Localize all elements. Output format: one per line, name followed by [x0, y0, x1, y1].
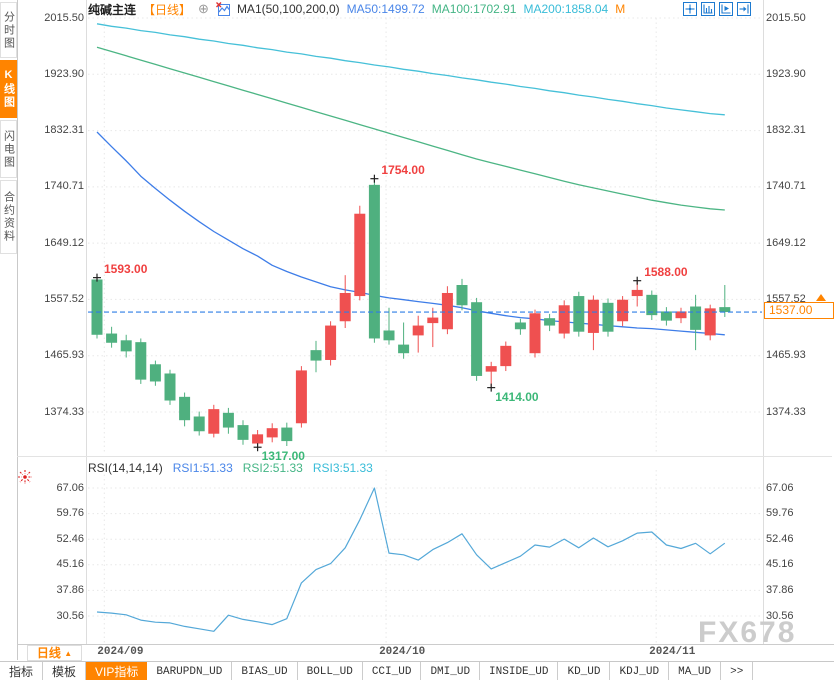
sidebar-tab-timeshare[interactable]: 分时图	[0, 2, 17, 58]
current-price-badge: 1537.00	[764, 302, 834, 319]
candle[interactable]	[135, 342, 147, 380]
indicator-tab-kdj-ud[interactable]: KDJ_UD	[610, 662, 670, 680]
alert-dot-icon[interactable]	[17, 469, 33, 485]
swing-point-markers	[93, 174, 642, 452]
indicator-toolbar: 指标 模板 VIP指标 BARUPDN_UD BIAS_UD BOLL_UD CCI_UD D…	[0, 661, 834, 680]
candle[interactable]	[441, 292, 453, 330]
candle[interactable]	[456, 285, 468, 306]
price-badge-arrow-icon	[816, 294, 826, 301]
candle[interactable]	[646, 294, 658, 316]
candle[interactable]	[427, 317, 439, 324]
instrument-title: 纯碱主连	[88, 2, 137, 17]
candle[interactable]	[266, 428, 278, 438]
candle[interactable]	[222, 412, 234, 428]
candle[interactable]	[500, 345, 512, 367]
rsi1-value: RSI1:51.33	[172, 461, 233, 475]
candle[interactable]	[617, 299, 629, 322]
indicator-tab-ma-ud[interactable]: MA_UD	[669, 662, 722, 680]
period-tag: 【日线】	[143, 2, 192, 17]
indicator-tab-vip-indicator[interactable]: VIP指标	[86, 662, 148, 680]
candle[interactable]	[252, 434, 264, 444]
candle[interactable]	[412, 325, 424, 336]
candle[interactable]	[675, 311, 687, 319]
candle[interactable]	[91, 279, 103, 335]
axis-play-icon[interactable]	[719, 2, 733, 16]
candle[interactable]	[719, 307, 731, 313]
sidebar-tab-lightning[interactable]: 闪电图	[0, 120, 17, 178]
rsi-settings-label: RSI(14,14,14)	[88, 461, 163, 475]
candle[interactable]	[149, 364, 161, 382]
candle[interactable]	[690, 306, 702, 330]
candle[interactable]	[164, 373, 176, 401]
candle[interactable]	[208, 409, 220, 434]
go-to-latest-icon[interactable]	[737, 2, 751, 16]
candle[interactable]	[383, 330, 395, 341]
moving-average-lines	[96, 23, 725, 336]
indicator-tab-more[interactable]: >>	[721, 662, 754, 680]
candle[interactable]	[558, 305, 570, 334]
chart-header: 纯碱主连 【日线】 ⊕ MA1(50,100,200,0) MA50:1499.…	[88, 1, 625, 17]
candle[interactable]	[544, 318, 556, 326]
indicator-tab-indicator[interactable]: 指标	[0, 662, 44, 680]
add-indicator-icon[interactable]: ⊕	[198, 1, 209, 16]
gridlines	[88, 17, 762, 643]
candle[interactable]	[368, 184, 380, 339]
candle[interactable]	[120, 340, 132, 352]
m-flag: M	[615, 2, 626, 16]
ma200-value: MA200:1858.04	[523, 2, 609, 16]
period-label: 日线	[36, 646, 61, 660]
candle[interactable]	[471, 302, 483, 376]
candle[interactable]	[398, 344, 410, 354]
candle[interactable]	[106, 333, 118, 343]
watermark: FX678	[698, 616, 797, 649]
chart-toolbar	[683, 2, 751, 16]
ma-indicator-icon[interactable]	[215, 2, 230, 16]
indicator-tab-dmi-ud[interactable]: DMI_UD	[421, 662, 481, 680]
candle[interactable]	[660, 311, 672, 321]
candle[interactable]	[179, 396, 191, 421]
current-price-value: 1537.00	[769, 303, 813, 317]
rsi-header: RSI(14,14,14) RSI1:51.33 RSI2:51.33 RSI3…	[88, 461, 373, 475]
indicator-tab-bias-ud[interactable]: BIAS_UD	[232, 662, 298, 680]
candle[interactable]	[602, 302, 614, 332]
candle[interactable]	[281, 427, 293, 442]
candle[interactable]	[339, 292, 351, 322]
candle[interactable]	[704, 308, 716, 336]
candle[interactable]	[514, 322, 526, 330]
candle[interactable]	[631, 289, 643, 297]
candle[interactable]	[193, 416, 205, 432]
candle[interactable]	[354, 213, 366, 297]
indicator-tab-template[interactable]: 模板	[43, 662, 87, 680]
candle[interactable]	[529, 313, 541, 354]
indicator-tab-cci-ud[interactable]: CCI_UD	[363, 662, 422, 680]
candle[interactable]	[237, 425, 249, 440]
candle[interactable]	[573, 296, 585, 332]
indicator-tab-barupdn-ud[interactable]: BARUPDN_UD	[147, 662, 233, 680]
ma50-value: MA50:1499.72	[346, 2, 425, 16]
indicator-tab-inside-ud[interactable]: INSIDE_UD	[480, 662, 559, 680]
candle[interactable]	[485, 366, 497, 372]
candle[interactable]	[310, 350, 322, 361]
rsi3-value: RSI3:51.33	[312, 461, 373, 475]
period-dropdown-button[interactable]: 日线 ▲	[27, 645, 82, 661]
indicator-tab-boll-ud[interactable]: BOLL_UD	[298, 662, 363, 680]
triangle-up-icon: ▲	[64, 649, 73, 658]
candle[interactable]	[325, 325, 337, 360]
candle[interactable]	[295, 370, 307, 424]
toolbar-filler	[753, 662, 834, 680]
pane-separators	[17, 0, 834, 660]
sidebar-tab-kline[interactable]: K线图	[0, 60, 17, 118]
rsi2-value: RSI2:51.33	[242, 461, 303, 475]
sidebar-tab-contract-info[interactable]: 合约资料	[0, 180, 17, 254]
axis-scale-icon[interactable]	[701, 2, 715, 16]
candlestick-series[interactable]	[91, 178, 731, 448]
indicator-tab-kd-ud[interactable]: KD_UD	[558, 662, 611, 680]
pan-crosshair-icon[interactable]	[683, 2, 697, 16]
ma100-value: MA100:1702.91	[431, 2, 517, 16]
ma-settings-label: MA1(50,100,200,0)	[236, 2, 340, 16]
candle[interactable]	[587, 299, 599, 333]
rsi-line	[96, 487, 726, 632]
